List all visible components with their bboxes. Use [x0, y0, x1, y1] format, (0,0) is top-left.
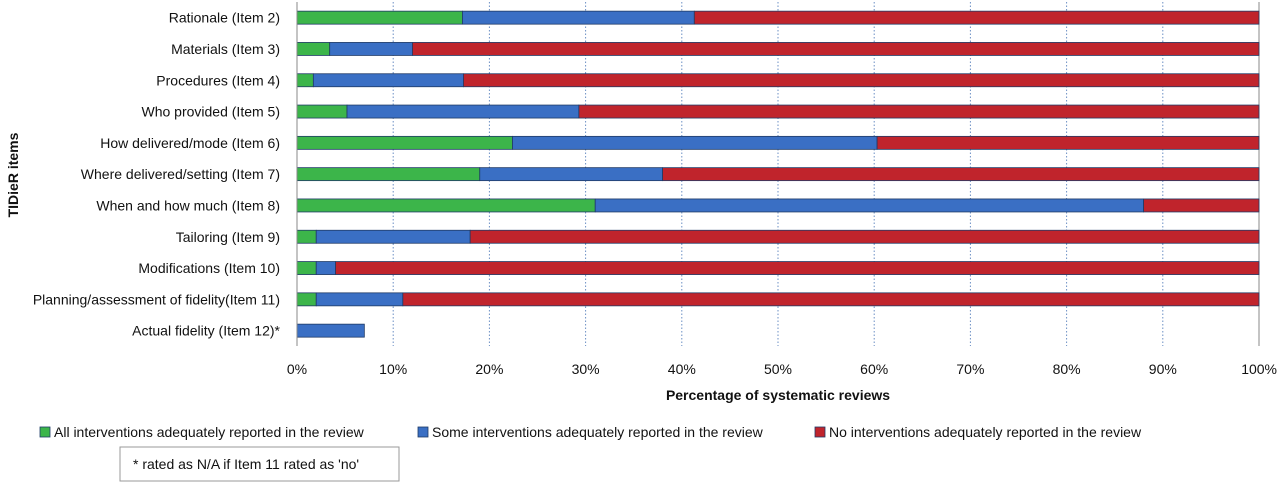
legend-label-2: Some interventions adequately reported i… — [432, 424, 764, 440]
x-tick-50pct: 50% — [764, 361, 792, 377]
legend-label-3: No interventions adequately reported in … — [829, 424, 1142, 440]
bar-segment-5-series-1 — [296, 135, 513, 150]
category-label-11: Actual fidelity (Item 12)* — [132, 323, 280, 339]
bar-segment-3-series-1 — [296, 73, 314, 88]
x-tick-100pct: 100% — [1241, 361, 1277, 377]
bar-segment-9-series-1 — [296, 261, 317, 275]
bar-segment-4-series-3 — [578, 104, 1260, 119]
x-tick-labels: 0% 10% 20% 30% 40% 50% 60% 70% 80% 90% 100% — [287, 361, 1277, 377]
x-tick-0pct: 0% — [287, 361, 307, 377]
x-tick-90pct: 90% — [1149, 361, 1177, 377]
bar-segment-3-series-3 — [463, 73, 1260, 88]
category-label-3: Procedures (Item 4) — [156, 72, 280, 88]
category-label-7: When and how much (Item 8) — [96, 197, 280, 213]
bar-segment-6-series-3 — [662, 167, 1260, 182]
bar-segment-7-series-1 — [296, 198, 596, 213]
bars — [296, 10, 1260, 338]
category-label-10: Planning/assessment of fidelity(Item 11) — [33, 291, 280, 307]
category-label-5: How delivered/mode (Item 6) — [100, 135, 280, 151]
bar-segment-6-series-2 — [479, 167, 663, 182]
legend-swatch-2 — [417, 426, 429, 438]
bar-segment-4-series-1 — [296, 104, 348, 119]
bar-segment-8-series-3 — [469, 229, 1260, 244]
x-tick-10pct: 10% — [379, 361, 407, 377]
bar-segment-10-series-3 — [402, 292, 1260, 307]
x-tick-30pct: 30% — [572, 361, 600, 377]
legend: All interventions adequately reported in… — [39, 424, 1142, 440]
bar-segment-3-series-2 — [312, 73, 464, 88]
footnote-border — [119, 446, 400, 482]
legend-label-1: All interventions adequately reported in… — [54, 424, 365, 440]
bar-segment-6-series-1 — [296, 167, 481, 182]
legend-swatch-3 — [814, 426, 826, 438]
bar-segment-7-series-2 — [594, 198, 1144, 213]
bar-segment-11-series-2 — [296, 323, 365, 338]
bar-segment-1-series-3 — [693, 10, 1260, 25]
x-tick-80pct: 80% — [1053, 361, 1081, 377]
x-axis-title: Percentage of systematic reviews — [666, 387, 890, 403]
x-tick-40pct: 40% — [668, 361, 696, 377]
category-label-8: Tailoring (Item 9) — [176, 229, 280, 245]
x-tick-70pct: 70% — [956, 361, 984, 377]
bar-segment-10-series-2 — [315, 292, 404, 307]
bar-segment-7-series-3 — [1143, 198, 1260, 213]
bar-segment-5-series-3 — [876, 135, 1260, 150]
bar-segment-1-series-2 — [462, 10, 695, 25]
category-label-2: Materials (Item 3) — [171, 41, 280, 57]
y-axis-title: TIDieR items — [5, 132, 21, 217]
bar-segment-2-series-2 — [329, 42, 413, 56]
bar-segment-9-series-3 — [335, 261, 1260, 275]
bar-segment-8-series-2 — [315, 229, 471, 244]
bar-segment-1-series-1 — [296, 10, 463, 25]
category-label-9: Modifications (Item 10) — [138, 260, 280, 276]
bar-segment-2-series-1 — [296, 42, 331, 56]
x-tick-20pct: 20% — [475, 361, 503, 377]
category-label-4: Who provided (Item 5) — [142, 104, 281, 120]
category-labels: Rationale (Item 2) Materials (Item 3) Proc… — [33, 10, 281, 339]
bar-segment-10-series-1 — [296, 292, 317, 307]
bar-segment-4-series-2 — [346, 104, 580, 119]
category-label-1: Rationale (Item 2) — [169, 10, 280, 26]
x-tick-60pct: 60% — [860, 361, 888, 377]
bar-segment-2-series-3 — [412, 42, 1260, 56]
legend-swatch-1 — [39, 426, 51, 438]
footnote-box: * rated as N/A if Item 11 rated as 'no' — [119, 446, 400, 482]
bar-segment-9-series-2 — [315, 261, 336, 275]
category-label-6: Where delivered/setting (Item 7) — [81, 166, 280, 182]
footnote-text: * rated as N/A if Item 11 rated as 'no' — [133, 456, 359, 472]
bar-segment-8-series-1 — [296, 229, 317, 244]
bar-segment-5-series-2 — [512, 135, 878, 150]
